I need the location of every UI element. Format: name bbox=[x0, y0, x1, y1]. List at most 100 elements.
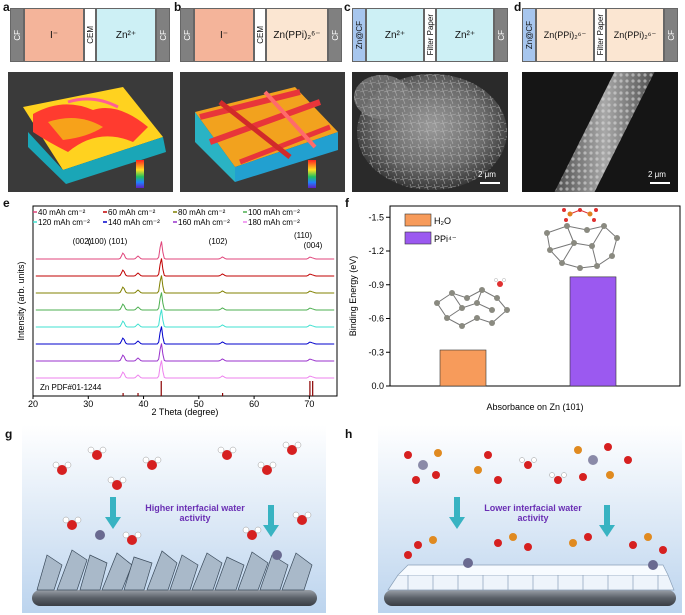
electrolyte-left-a: I⁻ bbox=[24, 8, 84, 62]
surface-a-mid bbox=[48, 118, 103, 140]
cf-left-b: CF bbox=[180, 8, 194, 62]
panel-letter-a: a bbox=[3, 0, 10, 14]
xrd-tick-label-70: 70 bbox=[304, 399, 314, 409]
surface-b-fiber-1 bbox=[199, 89, 301, 120]
electrolyte-right-c: Zn²⁺ bbox=[436, 8, 494, 62]
xrd-legend: 40 mAh cm⁻² 60 mAh cm⁻² 80 mAh cm⁻² 100 … bbox=[33, 208, 300, 227]
sem-d-texture bbox=[554, 72, 655, 192]
xrd-reference-sticks bbox=[122, 381, 314, 396]
panel-letter-f: f bbox=[345, 196, 349, 210]
arrow-down-g-2 bbox=[263, 505, 279, 537]
xrd-x-label: 2 Theta (degree) bbox=[152, 407, 219, 417]
scalebar-d bbox=[650, 182, 670, 184]
g-caption: Higher interfacial water activity bbox=[145, 503, 245, 523]
cf-left-b-label: CF bbox=[182, 29, 192, 41]
peak-label-102: (102) bbox=[209, 237, 228, 246]
peak-label-101: (101) bbox=[109, 237, 128, 246]
xrd-tick-label-20: 20 bbox=[28, 399, 38, 409]
binding-tick-label--0.9: -0.9 bbox=[368, 280, 384, 290]
xrd-legend-5: 140 mAh cm⁻² bbox=[108, 218, 160, 227]
panel-letter-b: b bbox=[174, 0, 182, 14]
cf-right-a: CF bbox=[156, 8, 170, 62]
binding-tick-label--1.2: -1.2 bbox=[368, 246, 384, 256]
scalebar-c bbox=[480, 182, 500, 184]
dendrite-flakes bbox=[36, 549, 313, 591]
binding-y-label: Binding Energy (eV) bbox=[348, 256, 358, 337]
xrd-tick-label-40: 40 bbox=[139, 399, 149, 409]
xrd-series-5 bbox=[35, 326, 335, 345]
sem-c-texture bbox=[354, 74, 507, 190]
electrolyte-left-d: Zn(PPi)₂⁶⁻ bbox=[536, 8, 594, 62]
panel-letter-h: h bbox=[345, 427, 353, 441]
xrd-legend-1: 60 mAh cm⁻² bbox=[108, 208, 156, 217]
schematic-h: Lower interfacial water activity bbox=[378, 425, 682, 613]
sem-image-d: 2 μm bbox=[522, 72, 678, 192]
water-molecules-g bbox=[52, 441, 312, 545]
binding-tick-label--1.5: -1.5 bbox=[368, 212, 384, 222]
colorbar-b bbox=[308, 160, 316, 188]
cf-right-d-label: CF bbox=[666, 29, 676, 41]
electrolyte-left-a-label: I⁻ bbox=[49, 29, 59, 41]
zn-electrode-g bbox=[32, 590, 317, 606]
g-caption-box: Higher interfacial water activity bbox=[145, 503, 245, 523]
surface-b-fiber-2 bbox=[208, 99, 322, 145]
xrd-legend-2: 80 mAh cm⁻² bbox=[178, 208, 226, 217]
binding-tick-label--0.3: -0.3 bbox=[368, 347, 384, 357]
cem-a-label: CEM bbox=[85, 26, 95, 44]
arrow-down-g-1 bbox=[105, 497, 121, 529]
cf-left-a-label: CF bbox=[12, 29, 22, 41]
xrd-tick-label-30: 30 bbox=[83, 399, 93, 409]
peak-label-002: (002) bbox=[73, 237, 92, 246]
xrd-tick-label-50: 50 bbox=[194, 399, 204, 409]
xrd-legend-7: 180 mAh cm⁻² bbox=[248, 218, 300, 227]
surface-a-side bbox=[28, 132, 166, 184]
xrd-series-3 bbox=[35, 292, 335, 311]
xrd-lines bbox=[35, 241, 335, 379]
cf-right-b-label: CF bbox=[330, 29, 340, 41]
cf-right-a-label: CF bbox=[158, 29, 168, 41]
surface-b-fiber-4 bbox=[218, 100, 292, 159]
xrd-series-1 bbox=[35, 258, 335, 277]
xrd-frame bbox=[32, 205, 338, 397]
electrolyte-right-d: Zn(PPi)₂⁶⁻ bbox=[606, 8, 664, 62]
arrow-down-h-2 bbox=[599, 505, 615, 537]
panel-letter-c: c bbox=[344, 0, 351, 14]
binding-bar-1 bbox=[569, 276, 617, 387]
filter-paper-c: Filter Paper bbox=[424, 8, 436, 62]
arrow-down-h-1 bbox=[449, 497, 465, 529]
xrd-tick-label-60: 60 bbox=[249, 399, 259, 409]
zn-ion-h-1 bbox=[463, 558, 473, 568]
xrd-legend-3: 100 mAh cm⁻² bbox=[248, 208, 300, 217]
zn-ion-g-2 bbox=[272, 550, 282, 560]
binding-x-label: Absorbance on Zn (101) bbox=[486, 402, 583, 412]
cf-right-c-label: CF bbox=[496, 29, 506, 41]
electrolyte-left-c-label: Zn²⁺ bbox=[384, 29, 406, 41]
surface-a-ridge bbox=[67, 97, 119, 109]
electrolyte-left-b: I⁻ bbox=[194, 8, 254, 62]
binding-chart: -1.5 -1.2 -0.9 -0.6 -0.3 0.0 H₂O PPi⁴⁻ Bindin… bbox=[348, 205, 681, 412]
binding-tick-label--0.6: -0.6 bbox=[368, 314, 384, 324]
electrolyte-right-c-label: Zn²⁺ bbox=[454, 29, 476, 41]
zn-ion-h-2 bbox=[648, 560, 658, 570]
zncf-left-d-label: Zn@CF bbox=[524, 20, 534, 50]
electrolyte-right-d-label: Zn(PPi)₂⁶⁻ bbox=[613, 29, 657, 40]
electrolyte-left-d-label: Zn(PPi)₂⁶⁻ bbox=[543, 29, 587, 40]
surface-b-side-left bbox=[195, 112, 235, 182]
zn-electrode-h bbox=[384, 590, 676, 606]
zncf-left-c: Zn@CF bbox=[352, 8, 366, 62]
electrolyte-right-b-label: Zn(PPi)₂⁶⁻ bbox=[273, 29, 321, 41]
ppi-complexes-h bbox=[404, 443, 667, 559]
binding-bar-0 bbox=[439, 349, 487, 387]
xrd-chart: 40 mAh cm⁻² 60 mAh cm⁻² 80 mAh cm⁻² 100 … bbox=[16, 205, 338, 417]
scale-label-c: 2 μm bbox=[478, 170, 496, 179]
electrolyte-right-a: Zn²⁺ bbox=[96, 8, 156, 62]
xrd-legend-4: 120 mAh cm⁻² bbox=[38, 218, 90, 227]
electrolyte-right-a-label: Zn²⁺ bbox=[115, 29, 137, 41]
peak-label-004: (004) bbox=[304, 241, 323, 250]
uniform-deposit bbox=[387, 564, 675, 591]
cem-b-label: CEM bbox=[255, 26, 265, 44]
electrolyte-left-b-label: I⁻ bbox=[219, 29, 229, 41]
cf-right-b: CF bbox=[328, 8, 342, 62]
zn-slab-ppi-structure bbox=[544, 208, 620, 271]
schematic-g: Higher interfacial water activity bbox=[22, 425, 326, 613]
